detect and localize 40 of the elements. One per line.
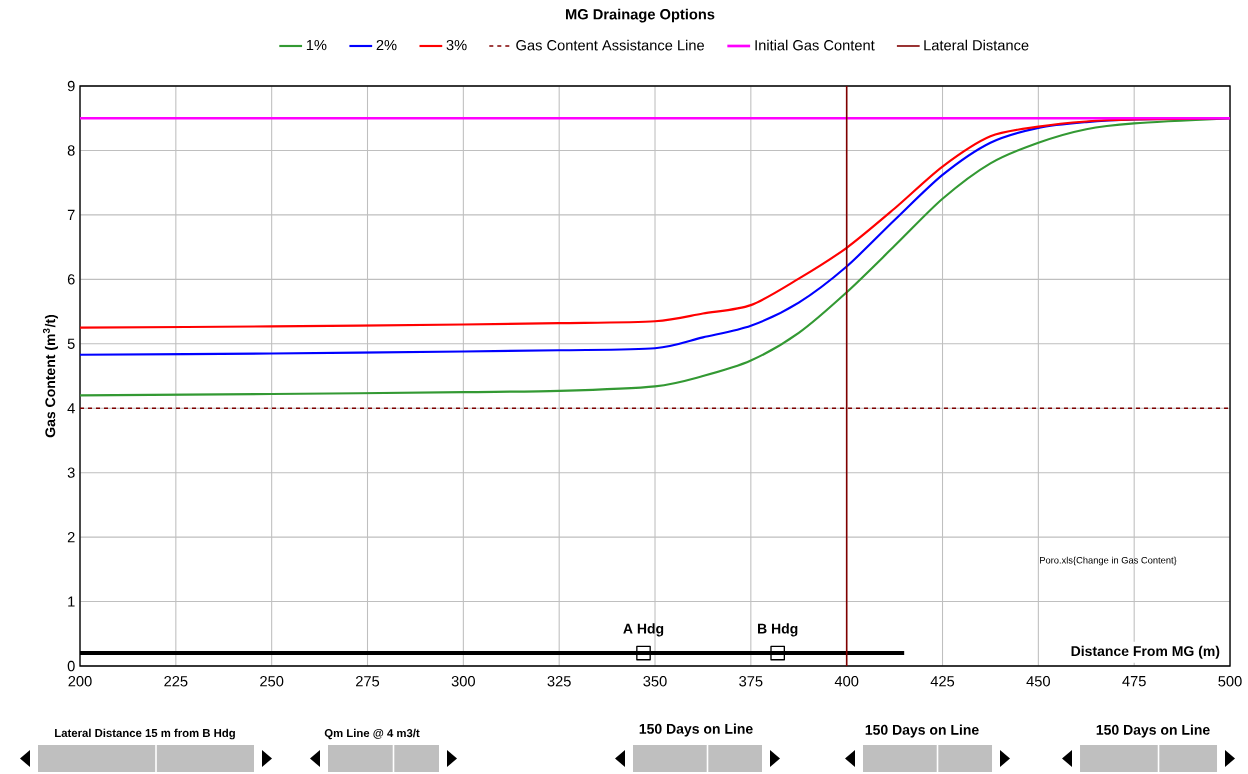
text: 150 Days on Line [1096, 724, 1210, 738]
legend-label: Initial Gas Content [755, 39, 875, 51]
x-tick-label: 300 [451, 676, 475, 687]
x-tick-label: 200 [68, 676, 92, 687]
legend-label: Gas Content Assistance Line [516, 39, 704, 51]
x-tick-label: 475 [1122, 676, 1146, 687]
y-axis-title: Gas Content (m$^{3}$/t) [42, 314, 58, 438]
y-tick-label: 5 [67, 338, 75, 349]
y-tick-label: 6 [67, 274, 75, 285]
legend-label: 2% [376, 39, 397, 51]
x-tick-label: 375 [739, 676, 763, 687]
text: Lateral Distance 15 m from B Hdg [55, 728, 235, 740]
x-tick-label: 425 [930, 676, 955, 687]
y-tick-label: 9 [67, 80, 75, 92]
text: 150 Days on Line [639, 723, 753, 737]
x-tick-label: 225 [164, 676, 188, 687]
y-tick-label: 0 [67, 660, 75, 672]
legend-label: 3% [446, 39, 467, 51]
y-tick-label: 2 [67, 532, 75, 543]
y-tick-label: 4 [67, 403, 75, 414]
y-tick-label: 1 [68, 596, 75, 607]
x-axis-title: Distance From MG (m) [1071, 645, 1220, 659]
annotation: A Hdg [623, 623, 664, 637]
x-tick-label: 250 [260, 676, 284, 687]
y-tick-label: 8 [67, 145, 75, 156]
x-tick-label: 500 [1218, 676, 1242, 687]
legend-label: Lateral Distance [924, 39, 1029, 51]
x-tick-label: 400 [834, 676, 859, 687]
text: Qm Line @ 4 m3/t [324, 728, 420, 740]
x-tick-label: 350 [643, 676, 667, 687]
annotation: Poro.xls{Change in Gas Content} [1040, 556, 1177, 566]
x-tick-label: 275 [356, 676, 380, 687]
y-tick-label: 3 [67, 467, 75, 478]
x-tick-label: 450 [1026, 676, 1050, 687]
annotation: B Hdg [758, 623, 798, 637]
x-tick-label: 325 [547, 676, 571, 687]
text: 150 Days on Line [865, 724, 979, 738]
legend-label: 1% [306, 39, 327, 51]
y-tick-label: 7 [67, 209, 75, 220]
chart-title: MG Drainage Options [566, 8, 715, 23]
